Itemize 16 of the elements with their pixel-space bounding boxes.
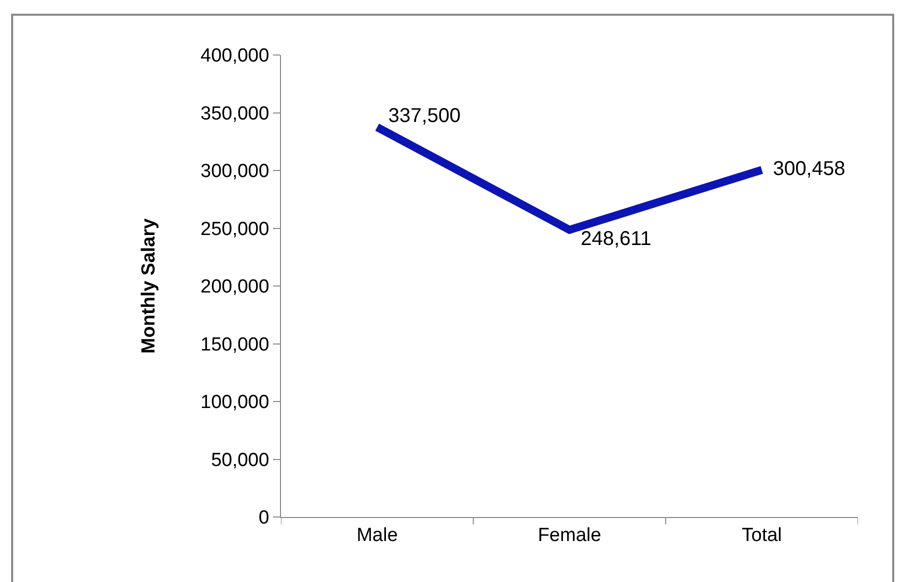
x-tick-label: Female bbox=[538, 524, 602, 546]
y-tick-label: 350,000 bbox=[200, 103, 270, 124]
data-label: 337,500 bbox=[377, 105, 461, 128]
y-tick-label: 300,000 bbox=[200, 161, 270, 182]
data-label: 300,458 bbox=[762, 158, 846, 180]
y-tick-label: 0 bbox=[258, 508, 270, 529]
y-tick-label: 100,000 bbox=[200, 392, 270, 414]
y-tick-label: 250,000 bbox=[200, 218, 270, 240]
y-tick-label: 50,000 bbox=[211, 450, 270, 471]
y-tick-label: 400,000 bbox=[200, 46, 270, 67]
x-tick-label: Male bbox=[356, 524, 398, 546]
y-axis-title: Monthly Salary bbox=[138, 218, 160, 354]
y-tick-label: 200,000 bbox=[200, 276, 270, 298]
x-tick-label: Total bbox=[742, 524, 782, 546]
y-tick-label: 150,000 bbox=[200, 334, 270, 356]
data-label: 248,611 bbox=[570, 228, 652, 250]
